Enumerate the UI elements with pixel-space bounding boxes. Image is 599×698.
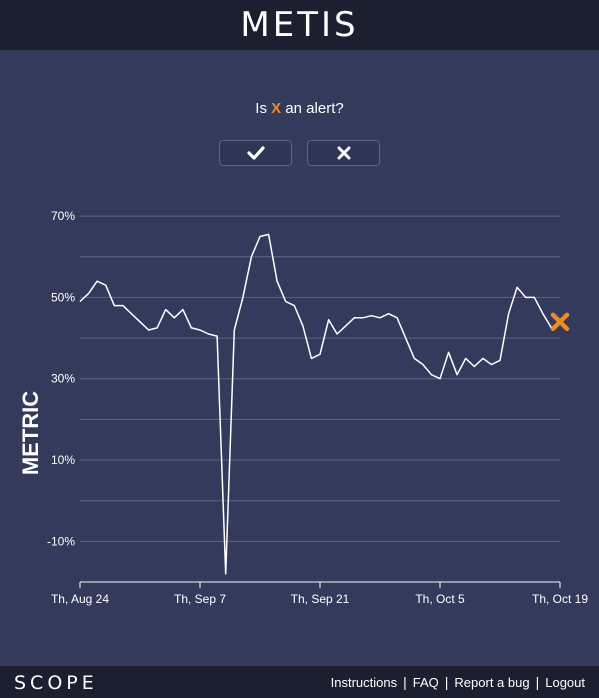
top-bar: METIS [0,0,599,50]
confirm-alert-button[interactable] [219,140,292,166]
link-separator: | [535,674,540,690]
close-icon [337,146,350,160]
y-tick-label: 50% [51,290,75,304]
x-tick-label: Th, Sep 21 [291,592,350,606]
y-tick-label: 10% [51,453,75,467]
x-tick-label: Th, Oct 5 [415,592,465,606]
logout-link[interactable]: Logout [545,674,585,690]
reject-alert-button[interactable] [307,140,380,166]
question-marker: X [271,100,282,117]
question-suffix: an alert? [285,100,344,117]
y-tick-label: -10% [47,534,75,548]
metric-chart: 70% 50% 30% 10% -10% Th, Aug 24 Th, Sep 7 Th, S… [18,209,588,606]
x-tick-label: Th, Aug 24 [51,592,109,606]
instructions-link[interactable]: Instructions [330,674,398,690]
brand-logo: SCOPE [14,672,98,694]
check-icon [246,146,265,160]
link-separator: | [403,674,407,690]
metric-series-line [79,233,561,575]
x-tick-label: Th, Sep 7 [174,592,226,606]
question-prefix: Is [255,100,267,117]
y-axis-label: METRIC [18,391,43,475]
faq-link[interactable]: FAQ [412,674,439,690]
footer-bar: SCOPE Instructions | FAQ | Report a bug … [0,666,599,698]
y-tick-label: 70% [51,209,75,223]
footer-links: Instructions | FAQ | Report a bug | Logo… [331,674,585,690]
alert-question: Is X an alert? [0,100,599,117]
y-tick-label: 30% [51,372,75,386]
x-tick-label: Th, Oct 19 [532,592,588,606]
app-title: METIS [240,5,359,45]
link-separator: | [444,674,449,690]
alert-marker-x [550,312,570,332]
report-bug-link[interactable]: Report a bug [454,674,530,690]
